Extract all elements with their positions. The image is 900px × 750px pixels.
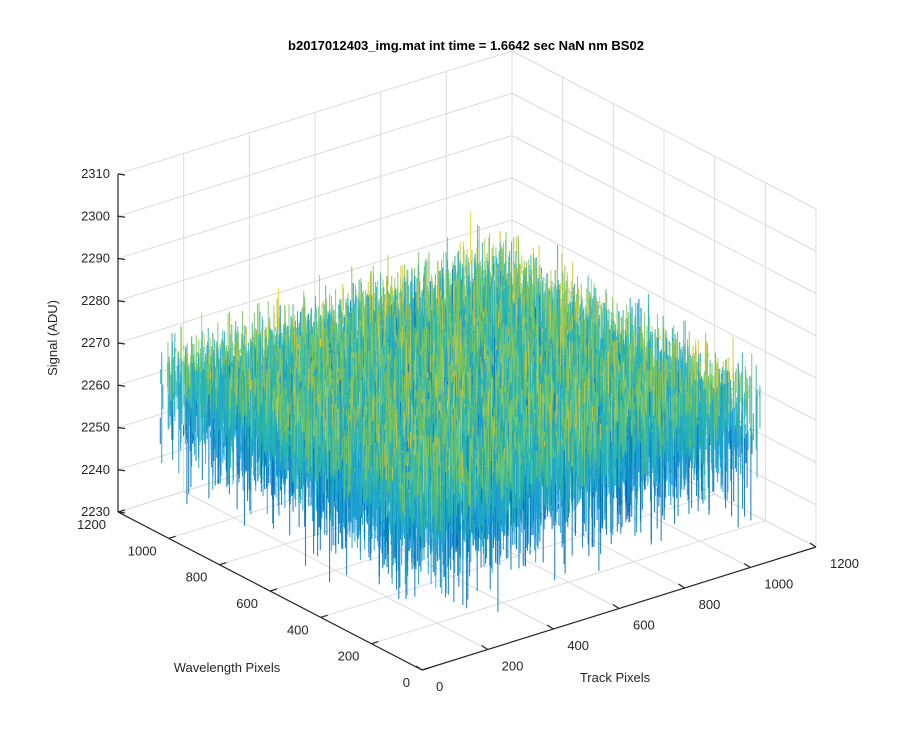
sidewall-gridline-z — [511, 177, 817, 337]
backwall-gridline-z — [117, 177, 513, 302]
backwall-gridline-z — [117, 135, 513, 259]
surface-mesh — [159, 211, 761, 612]
sidewall-gridline-z — [511, 50, 817, 210]
floor-gridline-y — [371, 520, 766, 645]
backwall-gridline-z — [117, 92, 513, 217]
sidewall-gridline-z — [511, 92, 817, 252]
sidewall-gridline-z — [511, 219, 817, 379]
sidewall-gridline-z — [511, 135, 817, 294]
backwall-gridline-z — [117, 219, 513, 344]
floor-gridline-y — [320, 493, 715, 618]
backwall-gridline-z — [117, 50, 513, 175]
